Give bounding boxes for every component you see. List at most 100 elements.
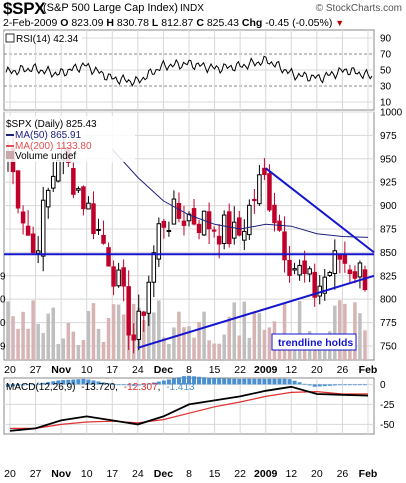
x-tick-label: 15 [209, 468, 221, 480]
upper-trendline [265, 167, 375, 254]
volume-bar [26, 328, 30, 360]
candle-body [242, 230, 247, 241]
candle-body [40, 199, 46, 257]
rsi-legend-bg [4, 32, 82, 44]
candle-body [101, 234, 106, 244]
volume-bar [152, 312, 156, 360]
x-tick-label: 8 [186, 468, 192, 480]
x-tick-label: 10 [81, 468, 93, 480]
left-cut-tick: 9 [0, 341, 6, 352]
volume-bar [217, 343, 221, 360]
candle-body [141, 311, 147, 316]
macd-histogram-bar [232, 378, 237, 385]
volume-bar [232, 302, 237, 360]
macd-histogram-bar [257, 378, 262, 385]
candle-body [126, 286, 131, 336]
close-value: 825.43 [206, 17, 239, 29]
macd-histogram-bar [212, 378, 217, 385]
chart-symbol: $SPX [3, 0, 46, 18]
macd-histogram-bar [96, 381, 101, 385]
macd-histogram-bar [322, 384, 327, 387]
macd-histogram-bar [166, 379, 171, 385]
candle-body [71, 168, 76, 195]
macd-histogram-bar [76, 379, 81, 385]
macd-legend-sep1: , [115, 382, 118, 393]
volume-bar [46, 313, 50, 360]
candle-body [15, 170, 21, 209]
candle-body [121, 267, 126, 287]
macd-histogram-bar [31, 384, 36, 386]
macd-histogram-bar [111, 383, 116, 385]
volume-bar [282, 303, 287, 360]
x-tick-label: 26 [337, 364, 349, 376]
macd-histogram-bar [5, 384, 11, 387]
volume-bar [66, 323, 71, 360]
x-tick-label: Feb [359, 468, 378, 480]
open-value: 823.09 [71, 17, 104, 29]
candle-body [247, 204, 252, 236]
macd-histogram-bar [287, 379, 292, 385]
macd-legend-d: -1.413 [166, 382, 195, 393]
x-tick-label: Dec [154, 364, 173, 376]
volume-bar [267, 327, 272, 360]
volume-bar [187, 326, 191, 360]
macd-histogram-bar [312, 384, 317, 387]
volume-bar [6, 301, 10, 360]
price-tick-label: 850 [380, 248, 397, 259]
high-value: 830.78 [116, 17, 149, 29]
price-tick-label: 950 [380, 154, 397, 165]
x-tick-label: Dec [154, 468, 173, 480]
volume-bar [11, 316, 15, 360]
x-tick-label: 20 [311, 468, 323, 480]
macd-histogram-bar [61, 380, 66, 385]
x-tick-label: 26 [337, 468, 349, 480]
macd-histogram-bar [327, 384, 332, 386]
volume-bar [101, 341, 106, 360]
volume-bar [247, 337, 252, 360]
candle-body [237, 217, 242, 236]
candle-body [357, 262, 363, 278]
candle-body [201, 210, 207, 236]
volume-bar [111, 304, 116, 360]
macd-histogram-bar [337, 384, 342, 386]
candle-body [106, 247, 111, 267]
volume-bar [16, 328, 20, 360]
macd-tick-label: 0 [380, 380, 386, 391]
candle-body [171, 198, 177, 225]
volume-bar [348, 342, 352, 360]
macd-legend: MACD(12,26,9) -13.720, -12.307, -1.413 [6, 382, 195, 393]
volume-bar [262, 329, 267, 360]
candle-body [272, 204, 277, 224]
macd-legend-sep2: , [158, 382, 161, 393]
x-tick-label: 20 [311, 364, 323, 376]
candle-body [35, 250, 41, 254]
candle-body [206, 211, 212, 230]
macd-histogram-bar [267, 378, 272, 385]
candle-body [307, 268, 312, 275]
macd-histogram-bar [106, 383, 111, 385]
x-tick-label: 2009 [254, 468, 278, 480]
price-legend-ma50: MA(50) 865.91 [15, 130, 82, 141]
price-tick-label: 800 [380, 295, 397, 306]
candle-body [302, 260, 307, 275]
x-tick-label: 10 [81, 364, 93, 376]
macd-histogram-bar [36, 383, 41, 385]
macd-legend-c: -12.307 [124, 382, 158, 393]
x-tick-label: 12 [285, 468, 297, 480]
x-tick-label: 20 [4, 468, 16, 480]
candle-body [50, 175, 56, 189]
price-tick-label: 750 [380, 341, 397, 352]
left-cut-tick: 0 [0, 318, 6, 329]
macd-histogram-bar [176, 377, 181, 385]
macd-histogram-bar [302, 383, 307, 385]
macd-histogram-bar [121, 384, 126, 386]
macd-histogram-bar [146, 383, 151, 385]
x-tick-label: 24 [132, 364, 144, 376]
candle-body [342, 253, 348, 264]
candle-body [322, 276, 328, 294]
macd-histogram-bar [362, 384, 367, 386]
macd-histogram-bar [131, 384, 136, 386]
rsi-legend: RSI(14) 42.34 [16, 34, 79, 45]
left-cut-tick: 9 [0, 271, 6, 282]
quote-line: 2-Feb-2009 O 823.09 H 830.78 L 812.87 C … [3, 17, 344, 29]
